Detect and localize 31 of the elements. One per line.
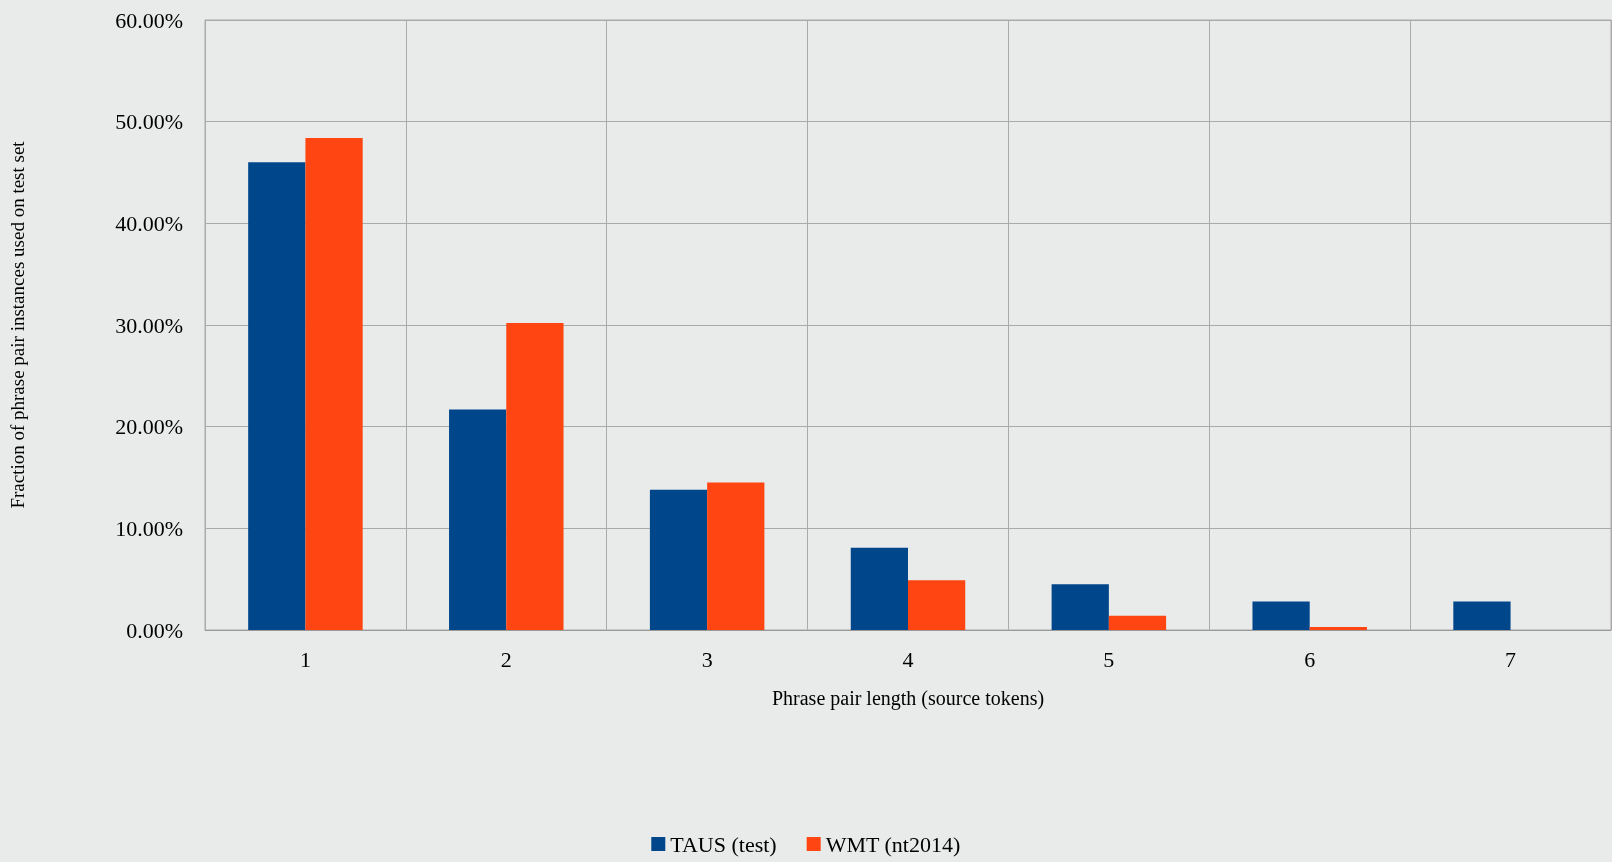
x-tick-label: 6 [1304, 646, 1316, 672]
bar [908, 580, 966, 630]
x-axis-title: Phrase pair length (source tokens) [771, 687, 1045, 710]
bar [1051, 584, 1109, 630]
x-tick-label: 4 [902, 646, 914, 672]
bar [649, 489, 708, 630]
x-tick-label: 7 [1505, 646, 1517, 672]
bar [1309, 626, 1367, 630]
y-tick-label: 50.00% [115, 109, 183, 135]
legend-label: WMT (nt2014) [825, 831, 961, 857]
bar [305, 137, 363, 630]
bar [248, 162, 306, 630]
bar [707, 482, 765, 630]
bar [1108, 615, 1167, 630]
y-tick-label: 30.00% [115, 312, 183, 338]
bar [1453, 601, 1511, 630]
bar [1252, 601, 1310, 630]
x-tick-label: 3 [701, 646, 713, 672]
bar [449, 409, 507, 630]
y-tick-label: 40.00% [115, 210, 183, 236]
y-tick-label: 60.00% [115, 7, 183, 33]
bar [506, 322, 564, 630]
x-tick-label: 2 [500, 646, 512, 672]
bar [850, 547, 908, 630]
legend-label: TAUS (test) [670, 831, 777, 857]
x-tick-label: 1 [299, 646, 311, 672]
x-tick-label: 5 [1103, 646, 1115, 672]
y-tick-label: 10.00% [115, 515, 183, 541]
y-axis-title: Fraction of phrase pair instances used on test set [7, 140, 28, 509]
y-tick-label: 0.00% [126, 617, 183, 643]
y-tick-label: 20.00% [115, 414, 183, 440]
